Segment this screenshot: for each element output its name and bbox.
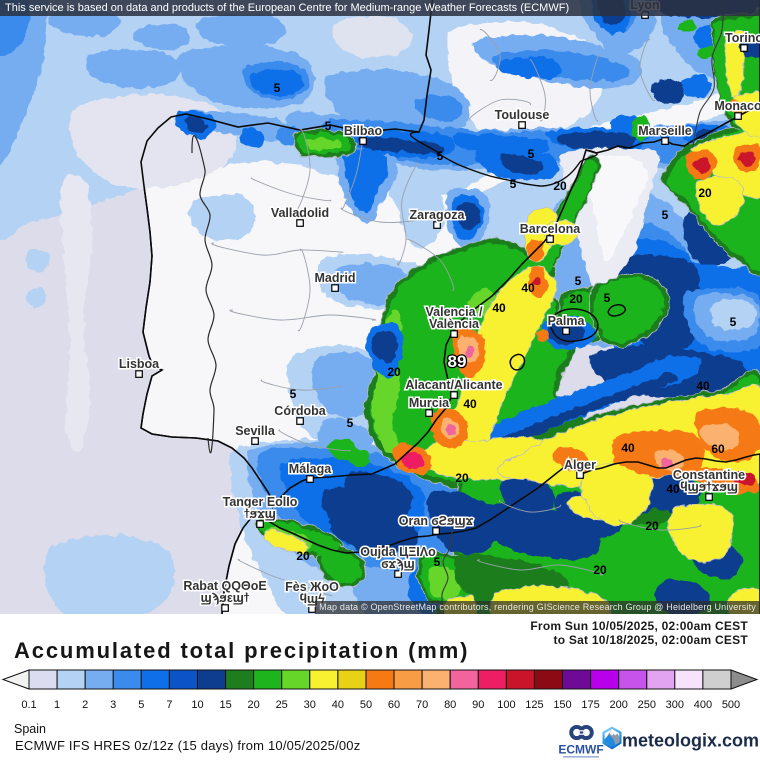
svg-text:40: 40 (463, 397, 477, 411)
svg-text:ECMWF: ECMWF (558, 743, 603, 757)
svg-text:150: 150 (553, 699, 571, 711)
svg-text:Oran ϭϩϧϣϫ: Oran ϭϩϧϣϫ (399, 514, 474, 528)
svg-text:ϣϡϧεϣϯ: ϣϡϧεϣϯ (201, 591, 250, 605)
svg-text:175: 175 (581, 699, 599, 711)
svg-text:Madrid: Madrid (315, 271, 356, 285)
svg-text:80: 80 (444, 699, 456, 711)
svg-text:300: 300 (666, 699, 684, 711)
svg-text:ϥϣϧϯϫϧϣ: ϥϣϧϯϫϧϣ (680, 480, 738, 494)
svg-text:Palma: Palma (548, 314, 586, 328)
svg-text:5: 5 (437, 149, 444, 163)
svg-text:Alacant/Alicante: Alacant/Alicante (405, 378, 502, 392)
svg-text:20: 20 (645, 519, 659, 533)
svg-text:20: 20 (698, 186, 712, 200)
svg-text:7: 7 (166, 699, 172, 711)
svg-text:5: 5 (528, 147, 535, 161)
svg-text:ϭϫϡϣ: ϭϫϡϣ (381, 557, 415, 571)
svg-text:5: 5 (274, 81, 281, 95)
svg-text:Bilbao: Bilbao (344, 124, 383, 138)
svg-text:5: 5 (138, 699, 144, 711)
svg-text:40: 40 (332, 699, 344, 711)
svg-text:40: 40 (621, 441, 635, 455)
svg-text:70: 70 (416, 699, 428, 711)
svg-text:ϯϧϫϣ: ϯϧϫϣ (244, 507, 276, 521)
svg-text:Zaragoza: Zaragoza (410, 208, 466, 222)
svg-text:Constantine: Constantine (673, 468, 745, 482)
svg-text:250: 250 (638, 699, 656, 711)
svg-text:València: València (429, 317, 480, 331)
svg-text:5: 5 (510, 177, 517, 191)
svg-text:Málaga: Málaga (289, 462, 332, 476)
svg-text:Oujda ЦΞIΛo: Oujda ЦΞIΛo (360, 545, 436, 559)
svg-text:Valencia /: Valencia / (426, 305, 484, 319)
svg-text:60: 60 (711, 442, 725, 456)
svg-text:3: 3 (110, 699, 116, 711)
svg-text:40: 40 (696, 379, 710, 393)
svg-text:20: 20 (455, 471, 469, 485)
svg-text:5: 5 (434, 555, 441, 569)
svg-text:Córdoba: Córdoba (274, 404, 326, 418)
svg-text:Marseille: Marseille (638, 124, 692, 138)
svg-text:Toulouse: Toulouse (495, 108, 550, 122)
svg-text:Torino: Torino (725, 31, 760, 45)
svg-text:20: 20 (247, 699, 259, 711)
svg-text:5: 5 (730, 315, 737, 329)
svg-text:0.1: 0.1 (21, 699, 36, 711)
svg-text:40: 40 (666, 482, 680, 496)
svg-text:5: 5 (604, 291, 611, 305)
svg-text:500: 500 (722, 699, 740, 711)
svg-text:5: 5 (290, 387, 297, 401)
svg-text:20: 20 (553, 179, 567, 193)
svg-text:Murcia: Murcia (409, 396, 450, 410)
svg-text:200: 200 (610, 699, 628, 711)
svg-text:90: 90 (472, 699, 484, 711)
svg-text:1: 1 (54, 699, 60, 711)
svg-text:Lisboa: Lisboa (119, 357, 160, 371)
svg-text:Fès ЖoO: Fès ЖoO (285, 580, 339, 594)
svg-text:40: 40 (521, 281, 535, 295)
svg-text:125: 125 (525, 699, 543, 711)
svg-text:89: 89 (448, 352, 467, 371)
svg-text:60: 60 (388, 699, 400, 711)
svg-text:Barcelona: Barcelona (520, 222, 581, 236)
svg-text:5: 5 (325, 119, 332, 133)
svg-text:15: 15 (219, 699, 231, 711)
svg-text:20: 20 (387, 365, 401, 379)
svg-text:5: 5 (662, 208, 669, 222)
svg-text:20: 20 (569, 292, 583, 306)
svg-text:10: 10 (191, 699, 203, 711)
svg-text:30: 30 (304, 699, 316, 711)
svg-text:5: 5 (575, 274, 582, 288)
svg-text:Rabat QQΘoE: Rabat QQΘoE (183, 579, 266, 593)
svg-text:Alger: Alger (564, 458, 596, 472)
svg-text:Tanger EolIo: Tanger EolIo (223, 495, 298, 509)
svg-text:meteologix.com: meteologix.com (622, 731, 759, 751)
svg-text:20: 20 (593, 563, 607, 577)
svg-text:400: 400 (694, 699, 712, 711)
svg-text:20: 20 (296, 549, 310, 563)
svg-text:Sevilla: Sevilla (235, 424, 276, 438)
svg-text:40: 40 (492, 301, 506, 315)
svg-text:Monaco: Monaco (714, 99, 760, 113)
svg-text:50: 50 (360, 699, 372, 711)
svg-text:2: 2 (82, 699, 88, 711)
svg-text:5: 5 (347, 416, 354, 430)
svg-text:Valladolid: Valladolid (271, 206, 329, 220)
svg-text:25: 25 (276, 699, 288, 711)
svg-text:100: 100 (497, 699, 515, 711)
